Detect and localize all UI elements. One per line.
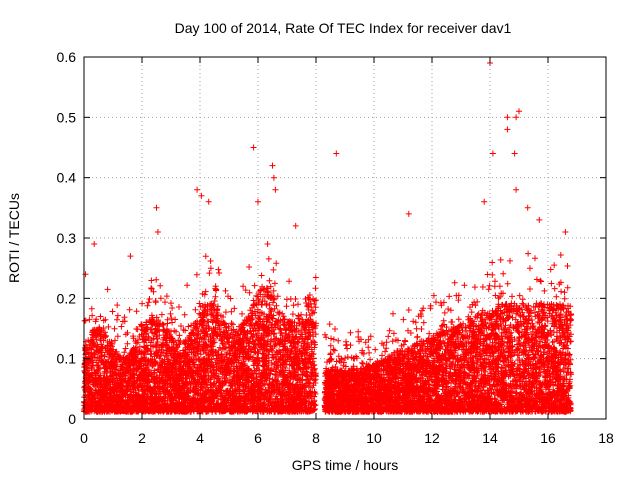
roti-point — [313, 297, 319, 304]
roti-point — [298, 311, 305, 318]
roti-point — [105, 323, 112, 330]
roti-point — [295, 301, 301, 308]
roti-point — [222, 287, 229, 294]
roti-point — [157, 282, 164, 289]
roti-point — [160, 321, 167, 328]
roti-point — [228, 308, 235, 315]
roti-point — [88, 305, 95, 312]
roti-point — [169, 305, 176, 311]
roti-point — [185, 323, 192, 330]
roti-point — [192, 306, 199, 313]
roti-point — [253, 292, 260, 299]
roti-point — [305, 383, 312, 390]
roti-point — [282, 327, 289, 334]
roti-point — [86, 316, 93, 323]
roti-point — [303, 300, 310, 306]
roti-point — [148, 277, 155, 284]
roti-point — [169, 319, 176, 326]
roti-point — [109, 308, 116, 315]
roti-point — [215, 266, 222, 273]
roti-point — [222, 309, 229, 316]
roti-point — [176, 332, 183, 339]
roti-point — [231, 305, 238, 312]
roti-point — [212, 285, 219, 292]
roti-point — [118, 323, 125, 330]
roti-point — [81, 317, 88, 324]
roti-point — [114, 316, 120, 323]
roti-point — [287, 296, 294, 302]
roti-point — [283, 303, 290, 310]
roti-point — [167, 310, 174, 317]
roti-point — [181, 311, 188, 318]
roti-point — [139, 300, 146, 307]
roti-point — [114, 302, 121, 309]
roti-point — [270, 266, 277, 273]
roti-point — [212, 293, 219, 300]
roti-point — [211, 298, 218, 304]
roti-point — [168, 300, 174, 307]
roti-point — [112, 337, 118, 344]
roti-point — [289, 311, 296, 318]
roti-point — [114, 312, 121, 319]
roti-point — [206, 270, 213, 277]
roti-point — [188, 322, 195, 329]
roti-point — [144, 302, 151, 309]
roti-point — [157, 295, 164, 302]
roti-point — [121, 349, 128, 356]
roti-point — [97, 313, 104, 320]
roti-point — [265, 255, 272, 262]
roti-point — [228, 320, 235, 327]
roti-point — [312, 274, 319, 281]
roti-point — [153, 276, 160, 283]
roti-point — [242, 287, 249, 294]
roti-point — [184, 282, 191, 289]
roti-point — [163, 353, 170, 360]
roti-point — [246, 264, 253, 270]
roti-point — [164, 320, 171, 327]
roti-point — [273, 260, 280, 267]
roti-point — [111, 325, 118, 332]
roti-point — [207, 265, 214, 272]
roti-point — [271, 280, 278, 287]
roti-point — [213, 286, 220, 293]
roti-point — [146, 296, 153, 302]
roti-point — [178, 323, 184, 329]
roti-point — [180, 362, 187, 369]
roti-point — [215, 360, 222, 367]
roti-point — [122, 345, 129, 352]
roti-point — [89, 312, 96, 319]
roti-point — [216, 270, 223, 276]
roti-point — [239, 310, 245, 317]
roti-point — [176, 304, 182, 310]
roti-point — [274, 293, 281, 300]
roti-point — [264, 241, 271, 247]
roti-point — [266, 277, 273, 284]
roti-point — [290, 302, 297, 309]
roti-point — [312, 285, 319, 292]
chart-title: Day 100 of 2014, Rate Of TEC Index for r… — [175, 20, 512, 36]
roti-point — [304, 303, 311, 309]
data-markers — [81, 60, 575, 415]
roti-point — [162, 299, 168, 306]
roti-point — [172, 316, 179, 323]
roti-point — [126, 306, 133, 313]
roti-point — [286, 278, 293, 285]
roti-point — [158, 311, 165, 318]
roti-point — [114, 333, 121, 340]
roti-point — [133, 308, 140, 315]
roti-point — [246, 289, 253, 296]
roti-point — [202, 253, 209, 260]
roti-point — [295, 312, 302, 319]
roti-point — [152, 298, 159, 304]
roti-point — [207, 258, 214, 264]
roti-point — [251, 282, 258, 289]
roti-point — [104, 286, 111, 293]
roti-point — [270, 287, 277, 294]
roti-point — [258, 272, 265, 279]
roti-point — [145, 299, 152, 306]
roti-point — [193, 271, 200, 278]
